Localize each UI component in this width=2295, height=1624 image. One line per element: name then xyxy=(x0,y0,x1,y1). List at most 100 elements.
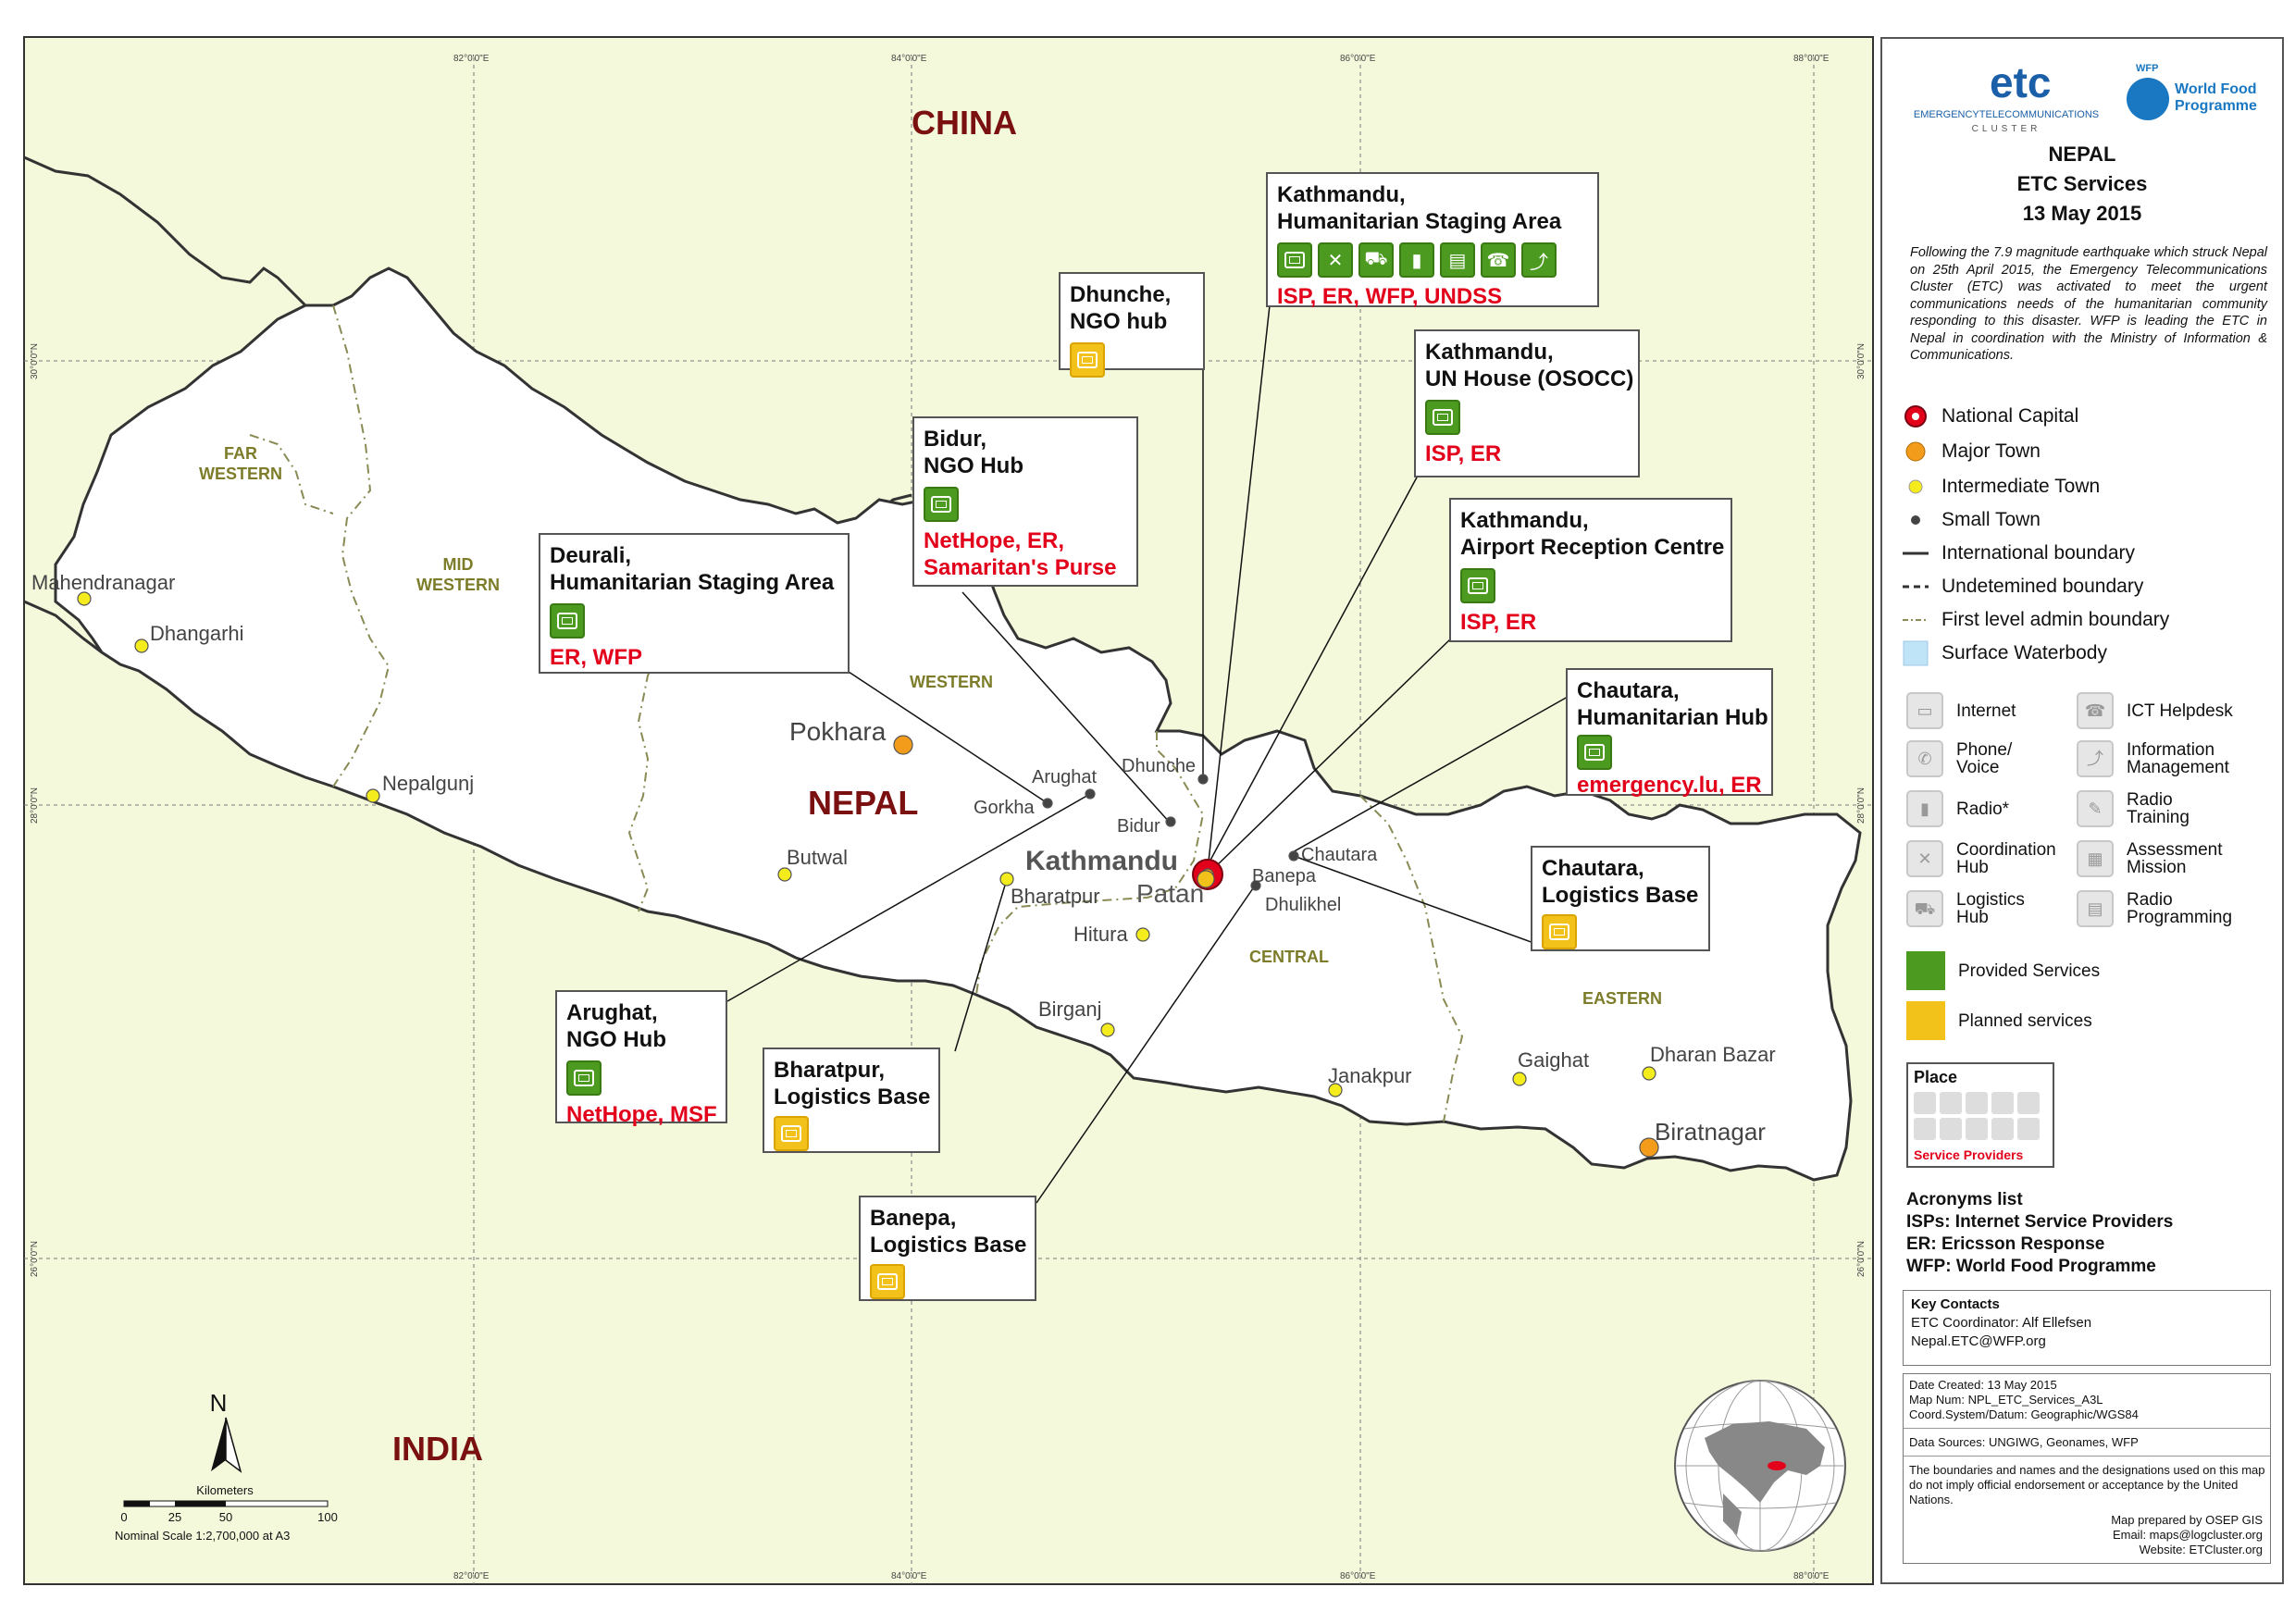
radio-prog-label-1: Radio xyxy=(2127,890,2173,910)
radio-training-icon: ✎ xyxy=(2077,790,2114,827)
meta-disclaimer: The boundaries and names and the designa… xyxy=(1909,1463,2265,1506)
coordination-icon: ✕ xyxy=(1318,242,1353,278)
radio-prog-label-2: Programming xyxy=(2127,908,2233,927)
callout-title-line2: UN House (OSOCC) xyxy=(1425,366,1634,391)
phone-icon: ✆ xyxy=(1906,740,1943,777)
town-label-dharan-bazar: Dharan Bazar xyxy=(1650,1043,1776,1066)
callout-deurali: Deurali, Humanitarian Staging Area ER, W… xyxy=(539,533,850,674)
town-label-dhangarhi: Dhangarhi xyxy=(150,622,244,645)
region-label-mid: MID xyxy=(443,555,474,574)
place-icons xyxy=(1914,1092,2053,1140)
key-contacts-heading: Key Contacts xyxy=(1911,1296,2000,1312)
place-radio-icon xyxy=(1966,1092,1988,1114)
legend-panel: etc EMERGENCYTELECOMMUNICATIONS CLUSTER … xyxy=(1674,37,2284,1584)
key-contacts-email[interactable]: Nepal.ETC@WFP.org xyxy=(1911,1333,2046,1349)
town-label-patan: Patan xyxy=(1136,879,1204,908)
town-label-gorkha: Gorkha xyxy=(974,798,1035,818)
wfp-logo: WFP World Food Programme xyxy=(2127,61,2275,135)
town-label-gaighat: Gaighat xyxy=(1518,1048,1589,1072)
callout-title-line1: Chautara, xyxy=(1577,678,1680,703)
graticule-label-86-top: 86°0'0"E xyxy=(1340,54,1376,64)
phone-label-1: Phone/ xyxy=(1956,740,2013,760)
callout-arughat: Arughat, NGO Hub NetHope, MSF xyxy=(555,990,727,1127)
callout-title-line1: Dhunche, xyxy=(1070,282,1172,307)
meta-coords: Coord.System/Datum: Geographic/WGS84 xyxy=(1909,1407,2139,1421)
callout-providers-line1: NetHope, ER, xyxy=(924,528,1065,553)
callout-dhunche: Dhunche, NGO hub xyxy=(1059,272,1205,378)
coordination-label-2: Hub xyxy=(1956,858,1989,877)
assessment-label-2: Mission xyxy=(2127,858,2187,877)
panel-title-services: ETC Services xyxy=(2016,172,2148,195)
internet-icon xyxy=(1277,242,1312,278)
north-arrow: N xyxy=(210,1389,242,1473)
graticule-label-82-bottom: 82°0'0"E xyxy=(453,1571,490,1581)
callout-providers: NetHope, MSF xyxy=(566,1102,717,1127)
town-label-chautara: Chautara xyxy=(1301,845,1378,865)
graticule-label-30-left: 30°0'0"N xyxy=(30,343,40,379)
international-boundary-india-west xyxy=(23,600,103,654)
key-contacts-coordinator: ETC Coordinator: Alf Ellefsen xyxy=(1911,1315,2092,1331)
map-meta-box: Date Created: 13 May 2015 Map Num: NPL_E… xyxy=(1903,1373,2271,1564)
logistics-icon: ⛟ xyxy=(1358,242,1394,278)
legend-small-town: Small Town xyxy=(1903,507,2041,533)
place-programming-icon xyxy=(2017,1118,2040,1140)
legend-national-capital: National Capital xyxy=(1903,403,2078,429)
internet-icon: ▭ xyxy=(1906,692,1943,729)
logistics-label-1: Logistics xyxy=(1956,890,2025,910)
etc-logo-mark: etc xyxy=(1990,58,2052,106)
acronym-isp: ISPs: Internet Service Providers xyxy=(1906,1212,2174,1232)
country-label-china: CHINA xyxy=(912,104,1017,142)
callout-title-line2: Humanitarian Staging Area xyxy=(1277,209,1562,234)
phone-label-2: Voice xyxy=(1956,758,2000,777)
town-label-dhunche: Dhunche xyxy=(1122,756,1196,776)
place-title: Place xyxy=(1914,1068,1958,1086)
callout-title-line1: Banepa, xyxy=(870,1206,957,1231)
internet-icon xyxy=(774,1116,809,1151)
meta-email[interactable]: Email: maps@logcluster.org xyxy=(2112,1528,2263,1542)
panel-title-date: 13 May 2015 xyxy=(2022,202,2142,225)
radio-icon: ▮ xyxy=(1399,242,1434,278)
place-training-icon xyxy=(1966,1118,1988,1140)
callout-providers: ISP, ER, WFP, UNDSS xyxy=(1277,284,1503,309)
callout-title-line1: Chautara, xyxy=(1542,856,1644,881)
radio-training-label-2: Training xyxy=(2127,808,2190,827)
town-label-arughat: Arughat xyxy=(1032,767,1097,787)
place-logistics-icon xyxy=(2017,1092,2040,1114)
callout-banepa: Banepa, Logistics Base xyxy=(859,1196,1036,1301)
scale-tick-0: 0 xyxy=(120,1510,127,1524)
meta-website[interactable]: Website: ETCluster.org xyxy=(2139,1543,2263,1556)
internet-icon xyxy=(1577,735,1612,770)
internet-icon xyxy=(1070,342,1105,378)
town-label-butwal: Butwal xyxy=(787,846,848,869)
callout-providers: ER, WFP xyxy=(550,645,642,670)
callout-title-line1: Arughat, xyxy=(566,1000,658,1025)
callout-title-line1: Deurali, xyxy=(550,543,632,568)
internet-icon xyxy=(550,603,585,638)
legend-admin-boundary: First level admin boundary xyxy=(1903,609,2170,630)
radio-programming-icon: ▤ xyxy=(2077,890,2114,927)
coordination-label-1: Coordination xyxy=(1956,840,2056,860)
graticule-label-84-top: 84°0'0"E xyxy=(891,54,927,64)
legend-international-boundary: International boundary xyxy=(1903,542,2135,564)
callout-bidur: Bidur, NGO Hub NetHope, ER, Samaritan's … xyxy=(912,416,1138,587)
legend-provided-services: Provided Services xyxy=(1906,951,2100,990)
internet-icon xyxy=(924,487,959,522)
etc-logo: etc EMERGENCYTELECOMMUNICATIONS CLUSTER xyxy=(1897,57,2115,150)
leader-lines xyxy=(726,304,1569,1204)
region-label-eastern: EASTERN xyxy=(1582,989,1662,1008)
graticule-label-82-top: 82°0'0"E xyxy=(453,54,490,64)
scale-units: Kilometers xyxy=(196,1483,254,1497)
callout-title-line2: Logistics Base xyxy=(774,1085,931,1110)
legend-service-radio-programming: ▤ Radio Programming xyxy=(2077,890,2232,927)
callout-bharatpur: Bharatpur, Logistics Base xyxy=(763,1048,940,1153)
internet-icon xyxy=(870,1264,905,1299)
svg-text:N: N xyxy=(210,1389,228,1417)
legend-service-logistics: ⛟ Logistics Hub xyxy=(1906,890,2025,927)
callout-providers: ISP, ER xyxy=(1460,610,1537,635)
graticule-label-84-bottom: 84°0'0"E xyxy=(891,1571,927,1581)
town-label-biratnagar: Biratnagar xyxy=(1655,1118,1766,1146)
place-coordination-icon xyxy=(1991,1092,2014,1114)
region-label-western: WESTERN xyxy=(910,673,993,691)
wfp-logo-small: WFP xyxy=(2136,63,2159,74)
legend-service-coordination: ✕ Coordination Hub xyxy=(1906,840,2056,877)
